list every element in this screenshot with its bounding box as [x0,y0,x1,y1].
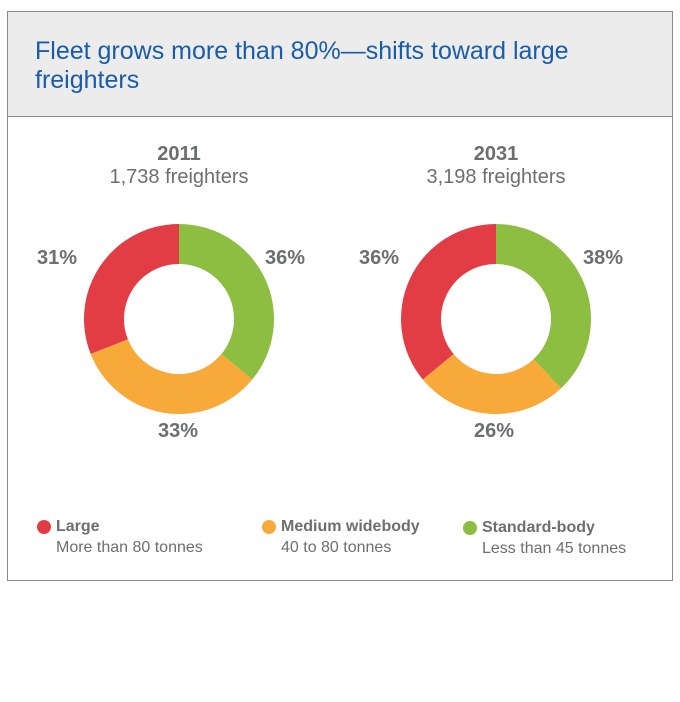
legend-desc-medium-widebody: 40 to 80 tonnes [281,539,392,556]
legend-swatch-standard-body [463,521,477,535]
donut-chart-2031 [401,224,591,414]
donut-slice-standard-body-2031 [496,224,591,389]
donut-slice-medium-widebody-2031 [422,354,562,414]
slice-label-standard-body-2031: 38% [583,247,624,269]
slice-label-standard-body-2011: 36% [265,247,306,269]
legend-desc-large: More than 80 tonnes [56,539,203,556]
slice-label-large-2011: 31% [37,247,78,269]
legend-name-standard-body: Standard-body [482,519,595,536]
chart-2031-count: 3,198 freighters [426,166,566,188]
donut-slice-large-2011 [83,224,179,354]
legend-name-large: Large [56,518,100,535]
chart-2031-year: 2031 [473,143,519,165]
donut-slice-large-2031 [401,224,496,380]
legend-swatch-large [37,520,51,534]
legend-swatch-medium-widebody [262,520,276,534]
chart-2011-count: 1,738 freighters [109,166,249,188]
legend-desc-standard-body: Less than 45 tonnes [482,540,627,557]
slice-label-medium-widebody-2011: 33% [158,420,199,442]
chart-title: Fleet grows more than 80%—shifts toward … [35,37,569,94]
slice-label-medium-widebody-2031: 26% [474,420,515,442]
donut-chart-2011 [83,224,274,414]
donut-slice-medium-widebody-2011 [90,339,253,414]
donut-slice-standard-body-2011 [179,224,274,380]
chart-2011-year: 2011 [157,143,201,165]
slice-label-large-2031: 36% [359,247,400,269]
legend-name-medium-widebody: Medium widebody [281,518,420,535]
chart-header: Fleet grows more than 80%—shifts toward … [8,12,672,117]
